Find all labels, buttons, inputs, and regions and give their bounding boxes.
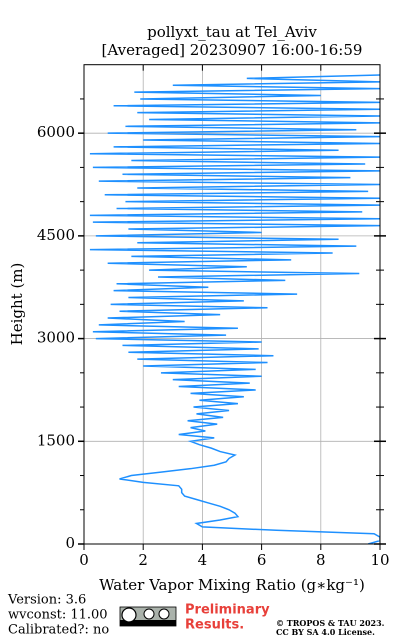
plot-area	[89, 74, 380, 544]
plot-frame	[83, 64, 381, 545]
calibrated: Calibrated?: no	[8, 623, 109, 638]
chart-subtitle: [Averaged] 20230907 16:00-16:59	[102, 41, 363, 59]
preliminary: Preliminary	[185, 603, 270, 618]
cc-badge	[119, 606, 177, 627]
y-tick-label: 6000	[37, 123, 75, 141]
copyright: CC BY SA 4.0 License.	[276, 627, 375, 637]
y-axis-label: Height (m)	[8, 263, 26, 346]
y-tick-label: 1500	[37, 431, 75, 449]
y-tick-label: 0	[65, 534, 75, 552]
version: Version: 3.6	[7, 593, 86, 608]
copyright: © TROPOS & TAU 2023.	[276, 618, 385, 628]
x-tick-label: 4	[198, 551, 208, 569]
x-tick-label: 6	[257, 551, 267, 569]
x-axis-label: Water Vapor Mixing Ratio (g∗kg⁻¹)	[99, 576, 365, 594]
y-tick-label: 4500	[37, 226, 75, 244]
x-tick-label: 2	[138, 551, 148, 569]
chart-title: pollyxt_tau at Tel_Aviv	[147, 23, 317, 41]
wvconst: wvconst: 11.00	[8, 608, 108, 623]
y-tick-label: 3000	[37, 329, 75, 347]
x-tick-label: 0	[79, 551, 89, 569]
x-tick-label: 8	[316, 551, 326, 569]
preliminary: Results.	[185, 618, 244, 633]
profile-line	[89, 74, 380, 544]
x-tick-label: 10	[370, 551, 389, 569]
